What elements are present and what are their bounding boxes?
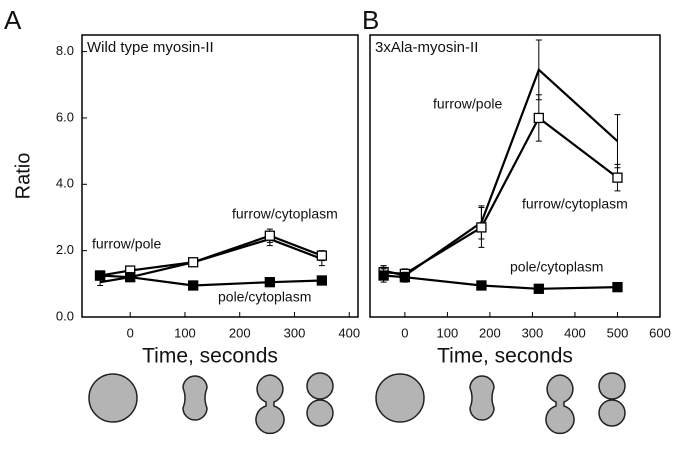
x-tick-label: 600 [649,325,671,340]
marker [264,230,275,241]
marker [533,283,544,294]
cell-diagrams [88,372,626,435]
cell-furrowing [255,374,285,435]
marker [399,272,411,283]
cell-round [88,373,138,423]
marker [612,281,623,293]
marker [533,112,544,124]
x-tick-label: 0 [401,325,408,340]
marker [316,275,328,286]
panel-letter: A [4,5,22,35]
marker [612,172,623,183]
x-tick-label: 300 [284,325,306,340]
series-line [383,274,618,290]
error-bar [614,114,621,169]
y-axis-title: Ratio [12,153,34,200]
x-tick-label: 100 [437,325,459,340]
plot-frame [81,34,359,318]
series-label: furrow/pole [433,96,502,112]
x-tick-label: 200 [229,325,251,340]
x-tick-label: 100 [174,325,196,340]
x-tick-label: 0 [127,325,134,340]
marker [94,270,106,281]
series-label: pole/cytoplasm [510,259,603,275]
marker [316,250,328,261]
cell-daughter [598,399,626,427]
y-tick-label: 0.0 [56,308,74,323]
panel-letter: B [362,5,379,35]
x-axis-title: Time, seconds [437,345,573,368]
series-label: furrow/cytoplasm [522,196,628,212]
x-tick-label: 500 [607,325,629,340]
x-tick-label: 300 [522,325,544,340]
x-tick-label: 400 [564,325,586,340]
cell-daughter [306,399,334,427]
cell-daughter [598,372,626,400]
marker [378,270,389,281]
cell-elongated [182,375,208,421]
y-tick-label: 2.0 [56,242,74,257]
marker [188,257,199,268]
y-tick-label: 4.0 [56,176,74,191]
x-tick-label: 200 [479,325,501,340]
marker [476,280,487,291]
panel-title: 3xAla-myosin-II [375,39,478,56]
cell-furrowing [545,374,575,435]
series-label: furrow/cytoplasm [232,206,338,222]
marker [264,277,275,288]
cell-daughter [306,372,334,400]
series-label: furrow/pole [92,236,161,252]
marker [125,272,136,283]
y-tick-label: 8.0 [56,43,74,58]
marker [476,222,487,233]
series-label: pole/cytoplasm [218,289,311,305]
x-axis-title: Time, seconds [142,345,278,368]
plot-frame [369,34,661,318]
error-bar [535,39,542,101]
cell-elongated [469,375,495,421]
cell-round [375,373,425,423]
marker [188,280,199,291]
panel-title: Wild type myosin-II [87,39,214,56]
x-tick-label: 400 [338,325,360,340]
y-tick-label: 6.0 [56,109,74,124]
